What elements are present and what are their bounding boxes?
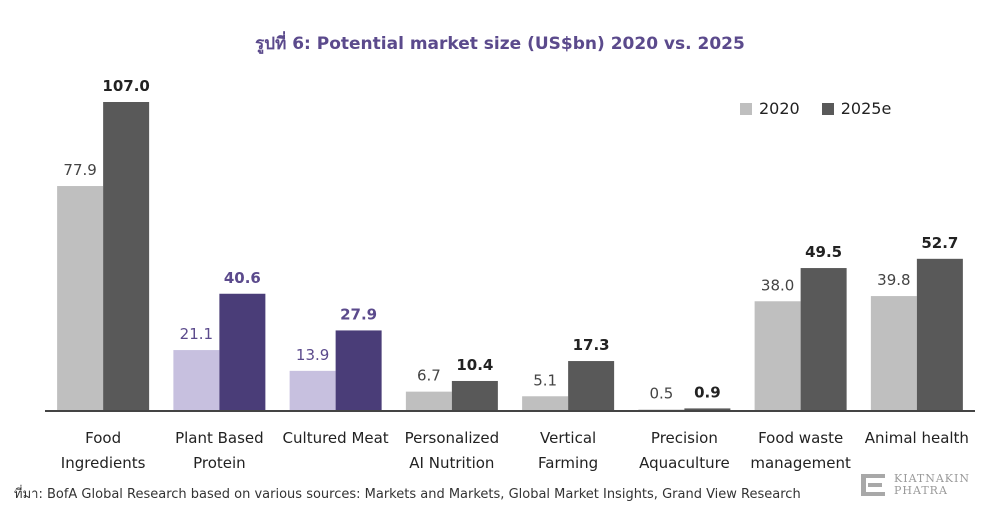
legend-item-2020: 2020 [740, 99, 800, 118]
category-label-0-0: Food [85, 429, 121, 447]
chart-title: รูปที่ 6: Potential market size (US$bn) … [255, 34, 745, 54]
data-label-2020-5: 0.5 [649, 385, 673, 403]
bar-2025e-4 [568, 361, 615, 411]
bar-2020-1 [173, 350, 220, 411]
bar-2025e-1 [219, 293, 266, 411]
source-note: ที่มา: BofA Global Research based on var… [14, 487, 801, 502]
data-label-2020-0: 77.9 [63, 161, 96, 179]
data-label-2020-7: 39.8 [877, 271, 910, 289]
category-label-5-1: Aquaculture [639, 454, 730, 472]
category-label-6-1: management [750, 454, 851, 472]
category-label-3-1: AI Nutrition [409, 454, 494, 472]
legend-swatch-2025e [821, 102, 834, 115]
category-label-4-0: Vertical [540, 429, 596, 447]
bar-2020-0 [57, 186, 104, 411]
bar-2020-2 [289, 370, 336, 411]
data-label-2025e-2: 27.9 [340, 305, 377, 323]
data-label-2020-2: 13.9 [296, 346, 329, 364]
data-label-2020-4: 5.1 [533, 371, 557, 389]
legend-label-2020: 2020 [759, 99, 800, 118]
data-label-2025e-0: 107.0 [102, 77, 149, 95]
logo-line-2: PHATRA [894, 484, 948, 497]
category-label-0-1: Ingredients [61, 454, 146, 472]
bar-2025e-3 [451, 380, 498, 411]
data-label-2020-1: 21.1 [180, 325, 213, 343]
legend-item-2025e: 2025e [821, 99, 892, 118]
data-label-2025e-5: 0.9 [694, 383, 721, 401]
bar-2020-4 [522, 396, 569, 411]
bar-2020-7 [870, 296, 917, 411]
bar-2025e-7 [916, 258, 963, 411]
bar-2020-6 [754, 301, 801, 411]
bar-2025e-6 [800, 268, 847, 411]
category-label-7-0: Animal health [865, 429, 969, 447]
category-label-5-0: Precision [651, 429, 718, 447]
data-label-2020-6: 38.0 [761, 276, 794, 294]
data-label-2025e-4: 17.3 [573, 336, 610, 354]
legend-swatch-2020 [740, 102, 752, 115]
data-label-2020-3: 6.7 [417, 367, 441, 385]
category-label-4-1: Farming [538, 454, 598, 472]
data-label-2025e-1: 40.6 [224, 269, 261, 287]
data-label-2025e-3: 10.4 [456, 356, 493, 374]
bar-2025e-5 [684, 408, 731, 411]
bar-2025e-0 [103, 102, 150, 411]
category-label-2-0: Cultured Meat [283, 429, 389, 447]
category-label-3-0: Personalized [405, 429, 500, 447]
chart-legend: 2020 2025e [740, 99, 891, 118]
data-label-2025e-7: 52.7 [921, 234, 958, 252]
logo-line-1: KIATNAKIN [894, 472, 970, 485]
bar-2025e-2 [335, 330, 382, 411]
legend-label-2025e: 2025e [840, 99, 892, 118]
category-label-1-1: Protein [193, 454, 246, 472]
bar-2020-3 [405, 391, 452, 411]
category-label-6-0: Food waste [758, 429, 843, 447]
logo-text: KIATNAKIN PHATRA [894, 473, 970, 497]
kkp-logo-icon [861, 474, 885, 496]
company-logo: KIATNAKIN PHATRA [858, 470, 970, 500]
data-label-2025e-6: 49.5 [805, 243, 842, 261]
category-label-1-0: Plant Based [175, 429, 264, 447]
